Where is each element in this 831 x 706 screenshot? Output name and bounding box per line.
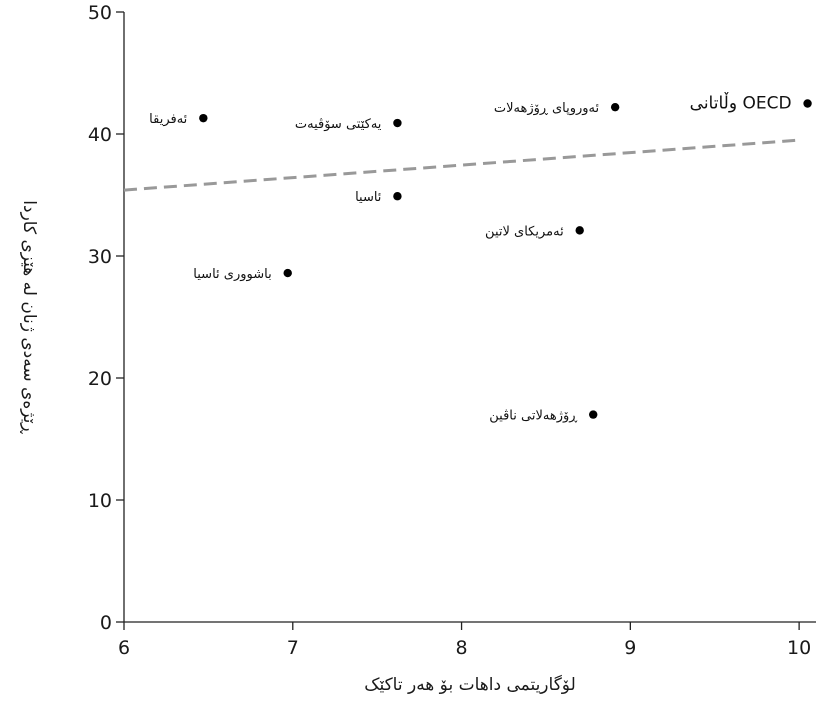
data-point	[589, 410, 598, 419]
data-point	[199, 113, 208, 123]
data-point	[393, 118, 402, 128]
x-tick-label: 7	[287, 637, 299, 659]
x-tick-label: 9	[624, 637, 636, 659]
y-tick-label: 40	[88, 124, 112, 146]
x-tick-label: 8	[456, 637, 468, 659]
data-point	[575, 226, 584, 235]
point-label: ئاسیا	[355, 190, 381, 205]
data-point	[283, 268, 292, 278]
y-tick-label: 0	[100, 612, 112, 634]
y-tick-label: 30	[88, 246, 112, 268]
point-label: ئەمریکای لاتین	[485, 224, 564, 239]
y-tick-label: 20	[88, 368, 112, 390]
data-point	[803, 99, 812, 108]
x-tick-label: 6	[118, 637, 130, 659]
x-axis-title: لۆگاریتمی داهات بۆ هەر تاکێک	[364, 674, 576, 695]
data-point	[610, 102, 620, 112]
trendline	[123, 138, 800, 192]
y-tick-label: 50	[88, 2, 112, 24]
y-tick-label: 10	[88, 490, 112, 512]
y-axis-title: ڕێژەی سەدی ژنان لە هێزی کاردا	[19, 200, 39, 434]
point-label: ڕۆژهەلاتی ناڤین	[489, 409, 578, 424]
point-label: باشووری ئاسیا	[193, 267, 271, 282]
point-label: ئەوروپای ڕۆژهەلات	[494, 101, 599, 116]
point-label: یەکێتی سۆڤیەت	[295, 117, 382, 132]
axes: 0 10 20 30 40 50 6 7 8 9 10	[88, 2, 816, 659]
trendline-group	[123, 138, 800, 192]
point-labels: ئەفریقا یەکێتی سۆڤیەت ئەوروپای ڕۆژهەلات وڵا…	[149, 92, 791, 424]
data-points	[199, 99, 812, 419]
point-label: وڵاتانی OECD	[690, 92, 792, 114]
x-tick-label: 10	[787, 637, 811, 659]
data-point	[393, 192, 402, 201]
point-label: ئەفریقا	[149, 112, 187, 127]
